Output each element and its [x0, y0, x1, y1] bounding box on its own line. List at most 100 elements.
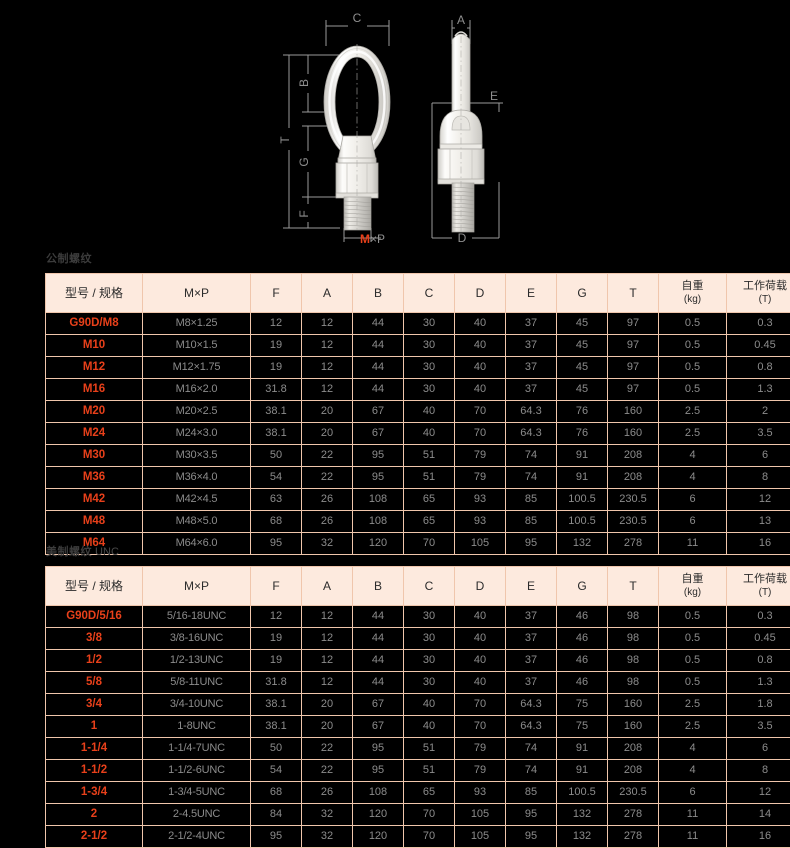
cell-d: 93 [455, 489, 506, 511]
cell-e: 64.3 [506, 694, 557, 716]
cell-: 12 [727, 782, 790, 804]
cell-thread-spec: M36×4.0 [143, 467, 251, 489]
cell-e: 37 [506, 357, 557, 379]
cell-model: 2 [46, 804, 143, 826]
cell-t: 230.5 [608, 782, 659, 804]
column-header-1: M×P [143, 567, 251, 606]
cell-f: 38.1 [251, 694, 302, 716]
cell-: 0.3 [727, 606, 790, 628]
cell-t: 160 [608, 694, 659, 716]
cell-e: 74 [506, 467, 557, 489]
cell-t: 230.5 [608, 511, 659, 533]
cell-model: 1/2 [46, 650, 143, 672]
cell-e: 85 [506, 782, 557, 804]
cell-d: 40 [455, 672, 506, 694]
cell-thread-spec: M10×1.5 [143, 335, 251, 357]
cell-b: 67 [353, 423, 404, 445]
column-header-10: 自重(kg) [659, 567, 727, 606]
cell-: 13 [727, 511, 790, 533]
hoist-ring-side-view [438, 32, 484, 234]
column-header-7: E [506, 567, 557, 606]
cell-: 6 [659, 782, 727, 804]
cell-: 0.5 [659, 357, 727, 379]
cell-a: 22 [302, 760, 353, 782]
cell-b: 108 [353, 511, 404, 533]
cell-model: 1-3/4 [46, 782, 143, 804]
cell-model: M48 [46, 511, 143, 533]
cell-e: 95 [506, 826, 557, 848]
cell-f: 12 [251, 606, 302, 628]
cell-thread-spec: M24×3.0 [143, 423, 251, 445]
column-header-9: T [608, 274, 659, 313]
cell-: 1.8 [727, 694, 790, 716]
dimension-label-d: D [458, 231, 467, 245]
cell-b: 108 [353, 782, 404, 804]
cell-b: 67 [353, 401, 404, 423]
dimension-label-e: E [490, 89, 498, 103]
column-header-label: 工作荷载 [743, 280, 787, 292]
cell-d: 70 [455, 423, 506, 445]
cell-: 0.5 [659, 672, 727, 694]
cell-t: 160 [608, 401, 659, 423]
cell-: 0.5 [659, 379, 727, 401]
cell-: 2.5 [659, 716, 727, 738]
cell-f: 19 [251, 628, 302, 650]
cell-a: 20 [302, 401, 353, 423]
cell-b: 44 [353, 650, 404, 672]
column-header-1: M×P [143, 274, 251, 313]
cell-e: 37 [506, 672, 557, 694]
column-header-unit: (kg) [659, 294, 726, 307]
column-header-label: 自重 [682, 280, 704, 292]
column-header-unit: (T) [727, 294, 790, 307]
cell-g: 100.5 [557, 489, 608, 511]
cell-: 8 [727, 467, 790, 489]
cell-c: 30 [404, 313, 455, 335]
cell-d: 40 [455, 379, 506, 401]
cell-f: 54 [251, 467, 302, 489]
cell-t: 97 [608, 379, 659, 401]
cell-thread-spec: M30×3.5 [143, 445, 251, 467]
cell-c: 51 [404, 738, 455, 760]
cell-c: 51 [404, 760, 455, 782]
cell-: 6 [727, 738, 790, 760]
cell-f: 38.1 [251, 423, 302, 445]
section-title-suffix: UNC [92, 546, 119, 558]
cell-thread-spec: M16×2.0 [143, 379, 251, 401]
cell-g: 46 [557, 628, 608, 650]
cell-: 2.5 [659, 694, 727, 716]
cell-d: 70 [455, 401, 506, 423]
cell-: 0.5 [659, 313, 727, 335]
cell-: 0.8 [727, 650, 790, 672]
cell-thread-spec: 1-8UNC [143, 716, 251, 738]
section-title-text: 公制螺纹 [46, 253, 92, 265]
cell-b: 44 [353, 379, 404, 401]
dimension-label-a: A [457, 13, 465, 27]
cell-d: 79 [455, 738, 506, 760]
column-header-8: G [557, 567, 608, 606]
cell-: 0.3 [727, 313, 790, 335]
cell-: 2.5 [659, 423, 727, 445]
column-header-0: 型号 / 规格 [46, 567, 143, 606]
cell-a: 20 [302, 423, 353, 445]
cell-thread-spec: 5/8-11UNC [143, 672, 251, 694]
cell-thread-spec: M48×5.0 [143, 511, 251, 533]
cell-b: 95 [353, 738, 404, 760]
column-header-unit: (kg) [659, 587, 726, 600]
cell-g: 132 [557, 826, 608, 848]
cell-e: 37 [506, 313, 557, 335]
cell-g: 91 [557, 760, 608, 782]
cell-g: 75 [557, 694, 608, 716]
column-header-7: E [506, 274, 557, 313]
cell-a: 12 [302, 379, 353, 401]
cell-b: 44 [353, 335, 404, 357]
cell-t: 97 [608, 313, 659, 335]
